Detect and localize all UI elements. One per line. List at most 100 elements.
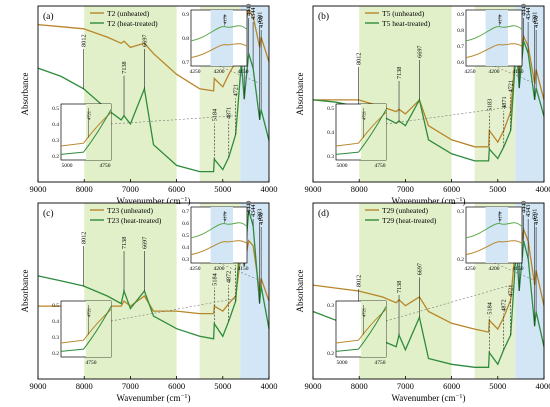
panel-1-x-tick-label: 7000 (122, 184, 139, 194)
panel-4-inset-top-xtick: 4200 (489, 266, 500, 272)
panel-3-inset-top-ytick: 0.6 (182, 221, 189, 227)
panel-3-inset-top-band (210, 207, 233, 263)
panel-3-inset-top-xtick: 4250 (190, 266, 201, 272)
panel-2-ylabel: Absorbance (295, 73, 305, 116)
panel-2-inset-top-ytick: 0.9 (457, 12, 464, 18)
panel-3-x-tick-label: 5000 (214, 381, 231, 391)
panel-4-x-tick-label: 5000 (489, 381, 506, 391)
panel-2-x-tick-label: 5000 (489, 184, 506, 194)
panel-2-legend-entry: T5 heat-treated) (382, 19, 431, 28)
panel-1-inset-bottom-heated (60, 109, 112, 155)
panel-3-inset-top-peak: 4170 (223, 211, 228, 221)
panel-3-x-tick-label: 9000 (30, 381, 47, 391)
panel-4-x-tick-label: 8000 (351, 381, 368, 391)
panel-4-series-unheated (312, 226, 545, 333)
panel-3-peak-label: 4170 (258, 213, 265, 225)
panel-2-peak-label: 4170 (533, 16, 540, 28)
panel-1-peak-label: 5184 (211, 109, 218, 121)
panel-4-inset-top-xtick: 4150 (513, 266, 524, 272)
panel-3-x-tick-label: 7000 (122, 381, 139, 391)
panel-3-series-heated (37, 210, 270, 340)
panel-3-peak-label: 7138 (121, 237, 128, 249)
panel-1-xlabel: Wavenumber (cm−1) (117, 196, 191, 206)
panel-4-peak-label: 4343 (525, 205, 532, 217)
panel-1-inset-top-xtick: 4150 (238, 69, 249, 75)
panel-2-inset-top-heated (465, 25, 523, 42)
panel-3-inset-bottom-peak: 4721 (87, 308, 92, 317)
panel-4-peak-label: 4171 (533, 213, 540, 225)
panel-1-inset-top-ytick: 0.9 (182, 12, 189, 18)
panel-1-inset-bottom-xtick: 5000 (62, 163, 73, 169)
panel-4-x-tick-label: 6000 (443, 381, 460, 391)
panel-1-peak-label: 4170 (258, 16, 265, 28)
panel-2-peak-label: 7138 (396, 67, 403, 79)
panel-3-inset-bottom-heated (60, 306, 112, 352)
panel-2-peak-label: 4721 (508, 80, 515, 92)
panel-2-inset-bottom-xtick: 4750 (375, 163, 386, 169)
panel-1-inset-connector (110, 115, 236, 125)
panel-4-inset-bottom-xtick: 5000 (337, 360, 348, 366)
panel-2-peak-label: 4440 (521, 4, 528, 16)
panel-1-x-tick-label: 8000 (76, 184, 93, 194)
panel-3-label: (c) (43, 208, 54, 219)
panel-2-inset-top-peak: 4170 (498, 14, 503, 24)
panel-1-axes-frame (37, 5, 270, 183)
panel-2-inset-bottom-ytick: 0.5 (327, 106, 334, 112)
panel-1-peak-label: 4201 (257, 12, 264, 24)
panel-2-x-tick-label: 6000 (443, 184, 460, 194)
panel-3-peak-label: 4203 (257, 209, 264, 221)
panel-3-inset-top-xtick: 4200 (214, 266, 225, 272)
panel-1-x-tick-label: 4000 (261, 184, 278, 194)
panel-3-peak-label: 5184 (211, 273, 218, 285)
panel-1-inset-top-xtick: 4250 (190, 69, 201, 75)
panel-2-inset-bottom-band (361, 104, 386, 160)
panel-4-inset-bottom-peak: 4721 (362, 308, 367, 317)
panel-2-x-tick-label: 7000 (397, 184, 414, 194)
panel-3-inset-bottom-ytick: 0.3 (52, 335, 59, 341)
panel-4-inset-top-ytick: 0.3 (457, 209, 464, 215)
panel-2-inset-top-band (485, 10, 508, 66)
panel-1-peak-label: 8012 (81, 34, 88, 46)
panel-2-inset-top-ytick: 0.6 (457, 60, 464, 66)
panel-1-peak-label: 6697 (141, 34, 148, 46)
panel-2-label: (b) (318, 11, 329, 22)
panel-2-peak-label: 6697 (416, 45, 423, 57)
panel-1-peak-label: 4871 (226, 107, 233, 119)
panel-4-inset-bottom-band (361, 301, 386, 357)
panel-1-inset-top-unheated (190, 43, 248, 59)
panel-4-inset-bottom-ytick: 0.2 (327, 351, 334, 357)
panel-2-inset-bottom-peak: 4721 (362, 111, 367, 120)
panel-4-axes-frame (312, 202, 545, 380)
panel-4-inset-connector (385, 284, 511, 322)
panel-3-inset-connector (110, 298, 236, 322)
panel-2-inset-top-xtick: 4150 (513, 69, 524, 75)
panel-3-inset-top-ytick: 0.7 (182, 209, 189, 215)
panel-1-peak-label: 4440 (246, 4, 253, 16)
panel-1-peak-label: 4344 (250, 8, 257, 20)
panel-1-ylabel: Absorbance (20, 73, 30, 116)
panel-4-x-tick-label: 4000 (536, 381, 550, 391)
panel-4-x-tick-label: 9000 (305, 381, 322, 391)
panel-3-inset-top-ytick: 0.5 (182, 233, 189, 239)
panel-2-axes-frame (312, 5, 545, 183)
panel-4-inset-top-peak: 4170 (498, 211, 503, 221)
panel-2-inset-bottom-heated (335, 109, 387, 155)
panel-2-inset-top-xtick: 4200 (489, 69, 500, 75)
panel-2-x-tick-label: 8000 (351, 184, 368, 194)
panel-4-peak-label: 4721 (508, 285, 515, 297)
panel-2-inset-top-unheated (465, 43, 523, 59)
panel-1-inset-top-band (210, 10, 233, 66)
panel-1-peak-label: 7138 (121, 61, 128, 73)
panel-4-peak-label: 5184 (486, 302, 493, 314)
panel-3-peak-label: 8012 (81, 232, 88, 244)
panel-3-inset-top-unheated (190, 240, 248, 256)
panel-4-legend-entry: T29 (unheated) (382, 206, 429, 215)
panel-3-x-tick-label: 6000 (168, 381, 185, 391)
panel-1-label: (a) (43, 11, 54, 22)
panel-3-inset-bottom-ytick: 0.4 (52, 319, 59, 325)
panel-3-peak-label: 4344 (250, 205, 257, 217)
panel-4-peak-label: 7138 (396, 281, 403, 293)
panel-1-inset-top-heated (190, 25, 248, 42)
panel-2-legend-entry: T5 (unheated) (382, 9, 425, 18)
panel-3-inset-top-heated (190, 222, 248, 239)
